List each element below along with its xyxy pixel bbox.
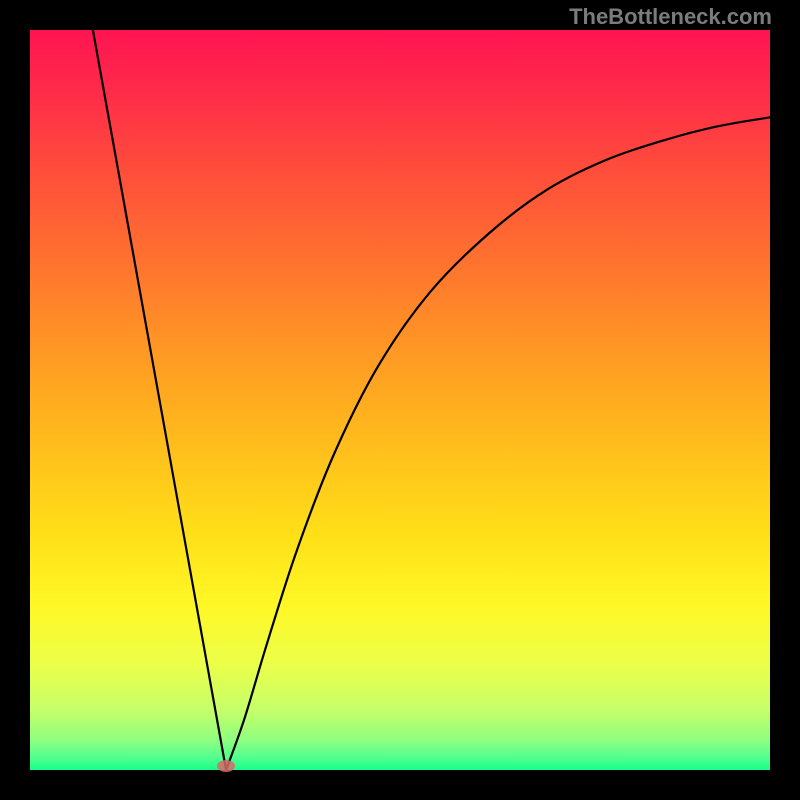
bottleneck-curve [30,30,770,770]
plot-area [30,30,770,770]
chart-container: TheBottleneck.com [0,0,800,800]
watermark-text: TheBottleneck.com [569,4,772,30]
optimal-point-marker [217,760,235,772]
